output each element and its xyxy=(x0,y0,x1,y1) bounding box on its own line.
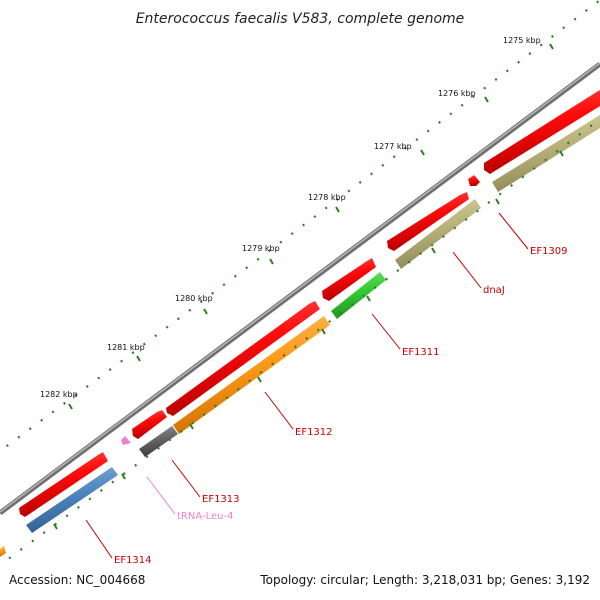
outer-ruler xyxy=(0,0,600,452)
gene-label-dnaj[interactable]: dnaJ xyxy=(483,285,505,296)
forward-strand xyxy=(19,90,600,517)
tick-1278: 1278 kbp xyxy=(308,193,346,213)
tick-1276: 1276 kbp xyxy=(438,89,489,103)
tick-label-1275: 1275 kbp xyxy=(503,36,541,45)
inner-tick-marks xyxy=(53,150,564,530)
gene-label-ef1309[interactable]: EF1309 xyxy=(530,246,568,257)
backbone xyxy=(0,62,600,516)
tick-1280: 1280 kbp xyxy=(175,294,213,315)
tick-marks: 1275 kbp 1276 kbp 1277 kbp 1278 kbp 1279… xyxy=(40,36,554,410)
gene-ef1313-reverse[interactable] xyxy=(139,426,178,457)
gene-label-ef1311[interactable]: EF1311 xyxy=(402,347,440,358)
tick-1277: 1277 kbp xyxy=(374,142,425,156)
tick-1279: 1279 kbp xyxy=(242,244,280,265)
tick-label-1276: 1276 kbp xyxy=(438,89,476,98)
gene-ef1312-forward[interactable] xyxy=(166,301,320,416)
reverse-strand xyxy=(0,115,600,557)
gene-label-ef1314[interactable]: EF1314 xyxy=(114,555,152,566)
gene-ef1309-reverse[interactable] xyxy=(492,115,600,192)
gene-dnaj-forward[interactable] xyxy=(387,192,469,251)
gene-labels: EF1309 dnaJ EF1311 EF1312 EF1313 tRNA-Le… xyxy=(114,246,568,566)
gene-label-ef1312[interactable]: EF1312 xyxy=(295,427,333,438)
genome-summary-text: Topology: circular; Length: 3,218,031 bp… xyxy=(260,573,590,587)
tick-label-1280: 1280 kbp xyxy=(175,294,213,303)
gene-ef1314-reverse[interactable] xyxy=(26,467,118,533)
gene-ef1312-reverse[interactable] xyxy=(173,316,330,434)
tick-label-1281: 1281 kbp xyxy=(107,343,145,352)
accession-text: Accession: NC_004668 xyxy=(9,573,146,587)
gene-small-forward[interactable] xyxy=(468,175,480,186)
gene-dnaj-reverse[interactable] xyxy=(395,199,481,269)
tick-label-1279: 1279 kbp xyxy=(242,244,280,253)
gene-partial-orange[interactable] xyxy=(0,546,6,557)
tick-label-1278: 1278 kbp xyxy=(308,193,346,202)
tick-1275: 1275 kbp xyxy=(503,36,554,50)
map-title: Enterococcus faecalis V583, complete gen… xyxy=(136,11,465,27)
gene-ef1309-forward[interactable] xyxy=(484,90,600,174)
gene-ef1313-forward[interactable] xyxy=(132,410,167,439)
gene-ef1311-reverse[interactable] xyxy=(331,272,386,319)
gene-label-trna-leu-4[interactable]: tRNA-Leu-4 xyxy=(177,511,233,522)
trna-leu-4-marker[interactable] xyxy=(121,436,131,445)
gene-ef1311-forward[interactable] xyxy=(322,258,376,301)
gene-ef1314-forward[interactable] xyxy=(19,452,108,517)
tick-label-1282: 1282 kbp xyxy=(40,390,78,399)
tick-1282: 1282 kbp xyxy=(40,390,78,410)
tick-1281: 1281 kbp xyxy=(107,343,145,362)
leader-lines xyxy=(85,212,529,559)
gene-label-ef1313[interactable]: EF1313 xyxy=(202,494,240,505)
tick-label-1277: 1277 kbp xyxy=(374,142,412,151)
